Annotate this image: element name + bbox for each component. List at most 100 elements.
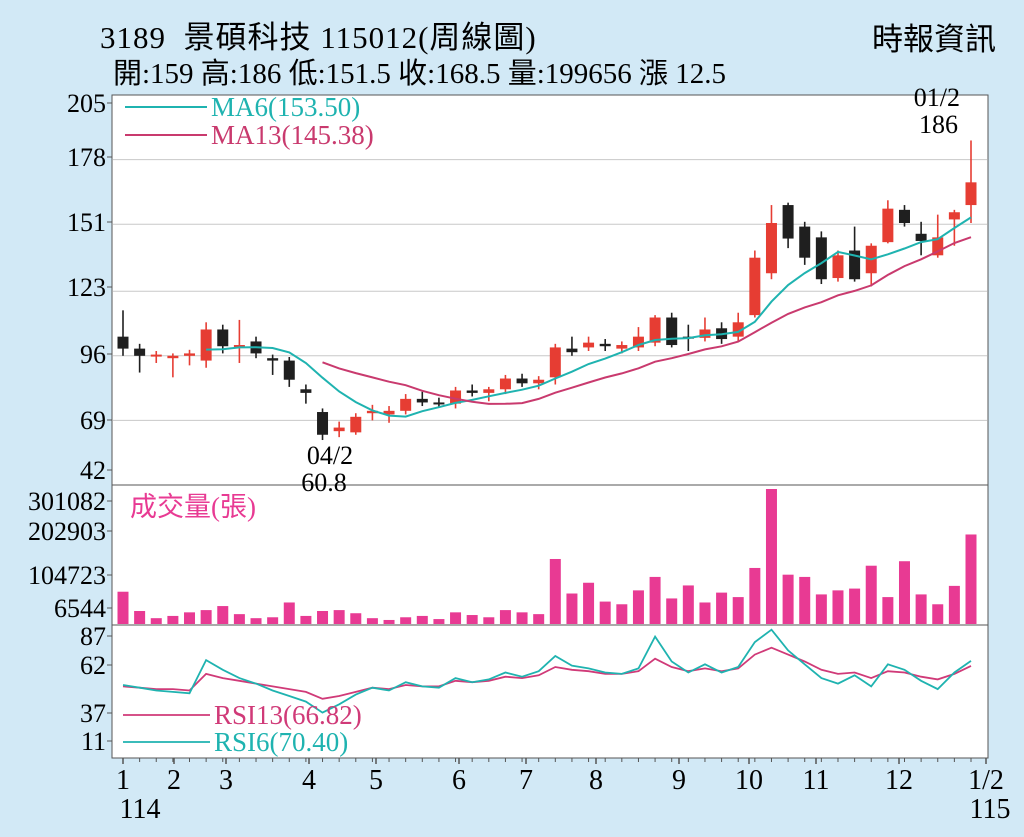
- candle-body: [566, 348, 578, 353]
- legend-label: MA13(145.38): [211, 120, 374, 150]
- legend-label: MA6(153.50): [211, 92, 360, 122]
- month-tick-label: 9: [672, 765, 686, 796]
- y-tick-label: 6544: [54, 594, 106, 623]
- y-tick-label: 96: [80, 340, 106, 369]
- candle-body: [400, 398, 412, 411]
- candle-body: [765, 223, 777, 274]
- volume-bar: [682, 585, 694, 624]
- volume-bar: [217, 606, 229, 624]
- candle-body: [549, 347, 561, 378]
- y-tick-label: 62: [80, 651, 106, 680]
- volume-bar: [632, 590, 644, 624]
- volume-bar: [483, 617, 495, 624]
- candle-body: [516, 378, 528, 384]
- annotation-label: 60.8: [301, 468, 347, 497]
- volume-bar: [666, 598, 678, 624]
- candle-body: [799, 226, 811, 258]
- candle-body: [599, 343, 611, 347]
- volume-bar: [716, 592, 728, 624]
- volume-bar: [815, 594, 827, 624]
- volume-bar: [832, 590, 844, 624]
- annotation-label: 186: [919, 110, 958, 139]
- y-tick-label: 301082: [28, 487, 106, 516]
- month-tick-label: 1/2: [968, 765, 1004, 796]
- volume-bar: [882, 597, 894, 624]
- candle-body: [416, 398, 428, 403]
- volume-bar: [150, 618, 162, 624]
- volume-bar: [898, 561, 910, 624]
- year-label: 115: [970, 794, 1011, 825]
- data-source-label: 時報資訊: [872, 22, 996, 57]
- legend-label: RSI6(70.40): [214, 727, 348, 757]
- volume-bar: [450, 612, 462, 624]
- volume-bar: [865, 565, 877, 624]
- candle-body: [450, 390, 462, 404]
- month-tick-label: 8: [589, 765, 603, 796]
- candle-body: [815, 237, 827, 280]
- volume-bar: [184, 612, 196, 624]
- candle-body: [915, 233, 927, 241]
- volume-bar: [849, 588, 861, 624]
- candle-body: [649, 317, 661, 343]
- price-axis-labels: 205 178 151 123 96 69 42: [67, 89, 112, 485]
- candle-body: [533, 379, 545, 384]
- candle-body: [898, 209, 910, 224]
- candle-body: [200, 329, 212, 361]
- annotation-label: 04/2: [307, 441, 353, 470]
- candle-body: [134, 348, 146, 356]
- candle-body: [267, 358, 279, 361]
- month-tick-label: 5: [369, 765, 383, 796]
- candle-body: [184, 353, 196, 356]
- y-tick-label: 151: [67, 208, 106, 237]
- month-tick-label: 12: [885, 765, 913, 796]
- y-tick-label: 205: [67, 89, 106, 118]
- candle-body: [433, 402, 445, 405]
- candle-body: [882, 208, 894, 243]
- candle-body: [632, 336, 644, 348]
- legend-label: RSI13(66.82): [214, 700, 362, 730]
- volume-bar: [300, 615, 312, 624]
- rsi6-line: [122, 628, 972, 714]
- volume-bar: [400, 617, 412, 624]
- y-tick-label: 87: [80, 622, 106, 651]
- volume-bar: [749, 567, 761, 624]
- candle-body: [366, 410, 378, 414]
- month-tick-label: 11: [803, 765, 830, 796]
- quote-summary: 開:159 高:186 低:151.5 收:168.5 量:199656 漲 1…: [113, 58, 727, 90]
- ma6-line: [206, 216, 972, 418]
- candle-body: [117, 336, 129, 349]
- volume-bar: [782, 574, 794, 624]
- volume-bar: [799, 576, 811, 624]
- candle-body: [150, 354, 162, 357]
- volume-bar: [233, 614, 245, 624]
- candle-body: [350, 416, 362, 433]
- volume-bar: [167, 615, 179, 624]
- month-tick-label: 10: [735, 765, 763, 796]
- volume-bar: [134, 610, 146, 624]
- volume-panel-title: 成交量(張): [130, 492, 256, 522]
- volume-bar: [732, 597, 744, 624]
- volume-bar: [699, 602, 711, 624]
- candle-body: [217, 329, 229, 347]
- candle-body: [965, 182, 977, 206]
- rsi13-line: [122, 646, 972, 700]
- candle-body: [782, 205, 794, 239]
- volume-bar: [533, 614, 545, 624]
- y-tick-label: 178: [67, 143, 106, 172]
- candle-body: [699, 329, 711, 338]
- y-tick-label: 202903: [28, 517, 106, 546]
- candle-body: [583, 342, 595, 348]
- candle-body: [666, 317, 678, 346]
- candle-body: [333, 427, 345, 432]
- volume-bar: [516, 612, 528, 624]
- y-tick-label: 104723: [28, 561, 106, 590]
- volume-bar: [350, 613, 362, 624]
- volume-bar: [200, 610, 212, 624]
- candle-body: [749, 257, 761, 316]
- candle-body: [483, 389, 495, 393]
- volume-bar: [915, 594, 927, 624]
- month-tick-label: 7: [519, 765, 533, 796]
